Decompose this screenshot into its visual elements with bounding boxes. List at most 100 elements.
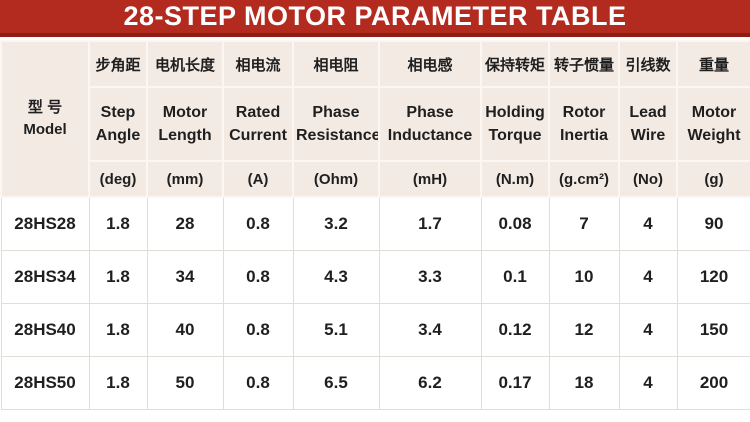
value-cell: 0.8 xyxy=(222,249,294,304)
title-banner: 28-STEP MOTOR PARAMETER TABLE xyxy=(0,0,750,37)
header-row-chinese: 型 号 Model 步角距 电机长度 相电流 相电阻 相电感 保持转矩 转子惯量… xyxy=(0,40,750,198)
col-unit-phase-inductance: (mH) xyxy=(378,160,482,198)
col-header-en-line2: Weight xyxy=(687,127,741,144)
header-row-english: Step Angle Motor Length Rated Current Ph… xyxy=(1,86,750,162)
col-header-en-line2: Inertia xyxy=(559,127,608,144)
col-header-en-line1: Holding xyxy=(485,103,545,121)
value-cell: 0.08 xyxy=(480,196,550,251)
col-unit-rotor-inertia: (g.cm²) xyxy=(548,160,620,198)
col-header-en-line1: Phase xyxy=(406,103,454,121)
col-header-zh-rotor-inertia: 转子惯量 xyxy=(548,40,620,88)
model-cell: 28HS28 xyxy=(0,196,90,251)
model-header-zh: 型 号 xyxy=(27,98,63,116)
col-header-zh-phase-resistance: 相电阻 xyxy=(292,40,380,88)
col-header-en-motor-length: Motor Length xyxy=(146,86,224,162)
col-header-en-rated-current: Rated Current xyxy=(222,86,294,162)
col-header-en-line1: Rotor xyxy=(562,103,606,121)
col-header-zh-lead-wire: 引线数 xyxy=(618,40,678,88)
col-header-en-line1: Phase xyxy=(312,103,360,121)
value-cell: 0.1 xyxy=(480,249,550,304)
value-cell: 0.17 xyxy=(480,355,550,410)
col-header-en-line2: Inductance xyxy=(387,127,473,144)
col-header-en-line2: Resistance xyxy=(296,127,379,144)
col-header-en-lead-wire: Lead Wire xyxy=(618,86,678,162)
col-header-en-phase-inductance: Phase Inductance xyxy=(378,86,482,162)
value-cell: 6.5 xyxy=(292,355,380,410)
value-cell: 200 xyxy=(676,355,750,410)
col-header-en-line2: Angle xyxy=(95,127,141,144)
model-cell: 28HS34 xyxy=(0,249,90,304)
value-cell: 12 xyxy=(548,302,620,357)
col-header-en-rotor-inertia: Rotor Inertia xyxy=(548,86,620,162)
model-header-cell: 型 号 Model xyxy=(0,40,90,198)
model-header-en: Model xyxy=(23,121,67,138)
col-header-en-line1: Lead xyxy=(629,103,667,121)
table-row-28hs34: 28HS34 1.8 34 0.8 4.3 3.3 0.1 10 4 120 xyxy=(0,249,750,304)
col-header-en-line1: Motor xyxy=(162,103,208,121)
value-cell: 1.8 xyxy=(88,196,148,251)
col-header-zh-rated-current: 相电流 xyxy=(222,40,294,88)
value-cell: 1.8 xyxy=(88,249,148,304)
col-header-en-motor-weight: Motor Weight xyxy=(676,86,750,162)
col-header-en-line1: Rated xyxy=(235,103,281,121)
model-cell: 28HS40 xyxy=(0,302,90,357)
value-cell: 6.2 xyxy=(378,355,482,410)
value-cell: 90 xyxy=(676,196,750,251)
col-unit-phase-resistance: (Ohm) xyxy=(292,160,380,198)
value-cell: 4 xyxy=(618,302,678,357)
value-cell: 1.8 xyxy=(88,355,148,410)
value-cell: 0.8 xyxy=(222,196,294,251)
value-cell: 40 xyxy=(146,302,224,357)
col-header-zh-phase-inductance: 相电感 xyxy=(378,40,482,88)
col-header-en-line1: Step xyxy=(100,103,136,121)
col-header-en-line2: Torque xyxy=(488,127,542,144)
value-cell: 4.3 xyxy=(292,249,380,304)
col-header-en-line1: Motor xyxy=(691,103,737,121)
col-unit-rated-current: (A) xyxy=(222,160,294,198)
value-cell: 0.8 xyxy=(222,302,294,357)
value-cell: 3.2 xyxy=(292,196,380,251)
col-unit-weight: (g) xyxy=(676,160,750,198)
value-cell: 7 xyxy=(548,196,620,251)
value-cell: 3.3 xyxy=(378,249,482,304)
col-header-en-line2: Wire xyxy=(630,127,666,144)
col-unit-lead-wire: (No) xyxy=(618,160,678,198)
value-cell: 4 xyxy=(618,249,678,304)
model-cell: 28HS50 xyxy=(0,355,90,410)
col-unit-holding-torque: (N.m) xyxy=(480,160,550,198)
value-cell: 28 xyxy=(146,196,224,251)
col-header-en-step-angle: Step Angle xyxy=(88,86,148,162)
value-cell: 4 xyxy=(618,355,678,410)
header-row-units: (deg) (mm) (A) (Ohm) (mH) (N.m) (g.cm²) … xyxy=(1,160,750,198)
page-title: 28-STEP MOTOR PARAMETER TABLE xyxy=(123,1,627,31)
table-row-28hs50: 28HS50 1.8 50 0.8 6.5 6.2 0.17 18 4 200 xyxy=(0,355,750,410)
value-cell: 50 xyxy=(146,355,224,410)
col-header-zh-holding-torque: 保持转矩 xyxy=(480,40,550,88)
value-cell: 34 xyxy=(146,249,224,304)
value-cell: 1.8 xyxy=(88,302,148,357)
col-header-en-phase-resistance: Phase Resistance xyxy=(292,86,380,162)
value-cell: 0.8 xyxy=(222,355,294,410)
col-header-en-holding-torque: Holding Torque xyxy=(480,86,550,162)
col-header-en-line2: Length xyxy=(158,127,212,144)
table-row-28hs28: 28HS28 1.8 28 0.8 3.2 1.7 0.08 7 4 90 xyxy=(0,196,750,251)
value-cell: 10 xyxy=(548,249,620,304)
col-header-zh-motor-length: 电机长度 xyxy=(146,40,224,88)
col-header-zh-step-angle: 步角距 xyxy=(88,40,148,88)
banner-gap xyxy=(0,37,750,40)
col-unit-motor-length: (mm) xyxy=(146,160,224,198)
value-cell: 3.4 xyxy=(378,302,482,357)
col-unit-step-angle: (deg) xyxy=(88,160,148,198)
value-cell: 18 xyxy=(548,355,620,410)
motor-parameter-table: 型 号 Model 步角距 电机长度 相电流 相电阻 相电感 保持转矩 转子惯量… xyxy=(0,40,750,410)
table-row-28hs40: 28HS40 1.8 40 0.8 5.1 3.4 0.12 12 4 150 xyxy=(0,302,750,357)
value-cell: 5.1 xyxy=(292,302,380,357)
col-header-en-line2: Current xyxy=(229,127,287,144)
value-cell: 120 xyxy=(676,249,750,304)
value-cell: 0.12 xyxy=(480,302,550,357)
value-cell: 150 xyxy=(676,302,750,357)
value-cell: 4 xyxy=(618,196,678,251)
value-cell: 1.7 xyxy=(378,196,482,251)
col-header-zh-weight: 重量 xyxy=(676,40,750,88)
